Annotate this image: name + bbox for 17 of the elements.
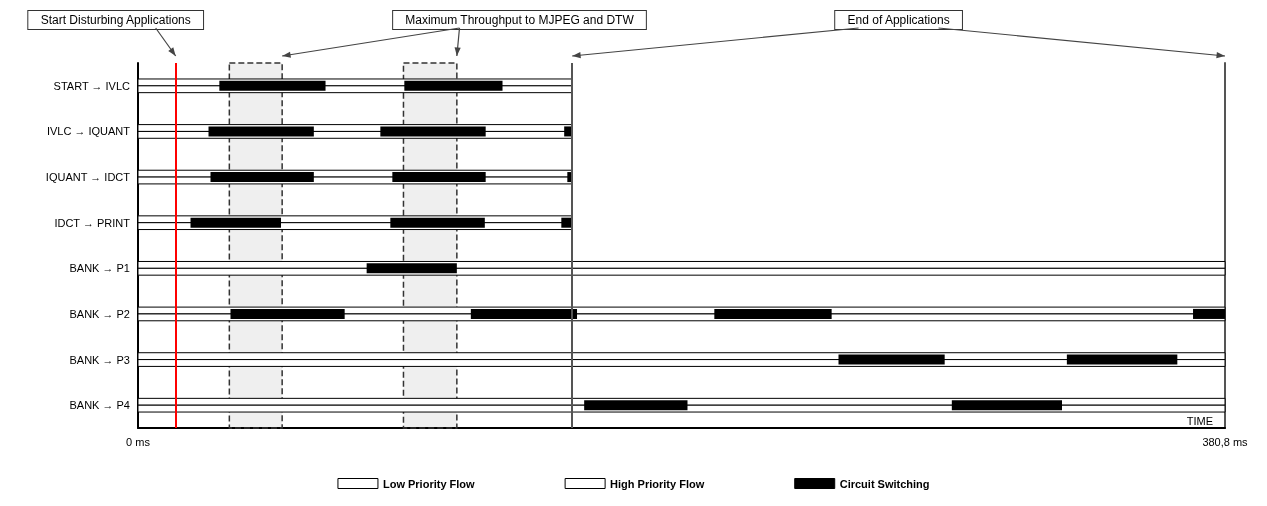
y-tick-label: BANK → P4: [69, 399, 130, 412]
y-tick-label: BANK → P1: [69, 262, 130, 275]
x-tick-label: 380,8 ms: [1202, 435, 1249, 448]
x-tick-label: 0 ms: [126, 435, 151, 448]
legend-label: High Priority Flow: [610, 477, 705, 490]
legend-label: Circuit Switching: [839, 477, 930, 490]
text: Maximum Throughput to MJPEG and DTW: [405, 13, 635, 27]
y-tick-label: START → IVLC: [53, 79, 131, 92]
y-tick-label: IDCT → PRINT: [54, 216, 131, 229]
y-tick-label: IQUANT → IDCT: [45, 171, 131, 184]
legend-label: Low Priority Flow: [382, 477, 476, 490]
y-tick-label: BANK → P2: [69, 307, 130, 320]
ref-line-label: End of Applications: [847, 13, 950, 27]
y-tick-label: BANK → P3: [69, 353, 130, 366]
y-tick-label: IVLC → IQUANT: [46, 125, 131, 138]
x-axis-title: TIME: [1186, 414, 1213, 427]
ref-line-label: Start Disturbing Applications: [40, 13, 191, 27]
